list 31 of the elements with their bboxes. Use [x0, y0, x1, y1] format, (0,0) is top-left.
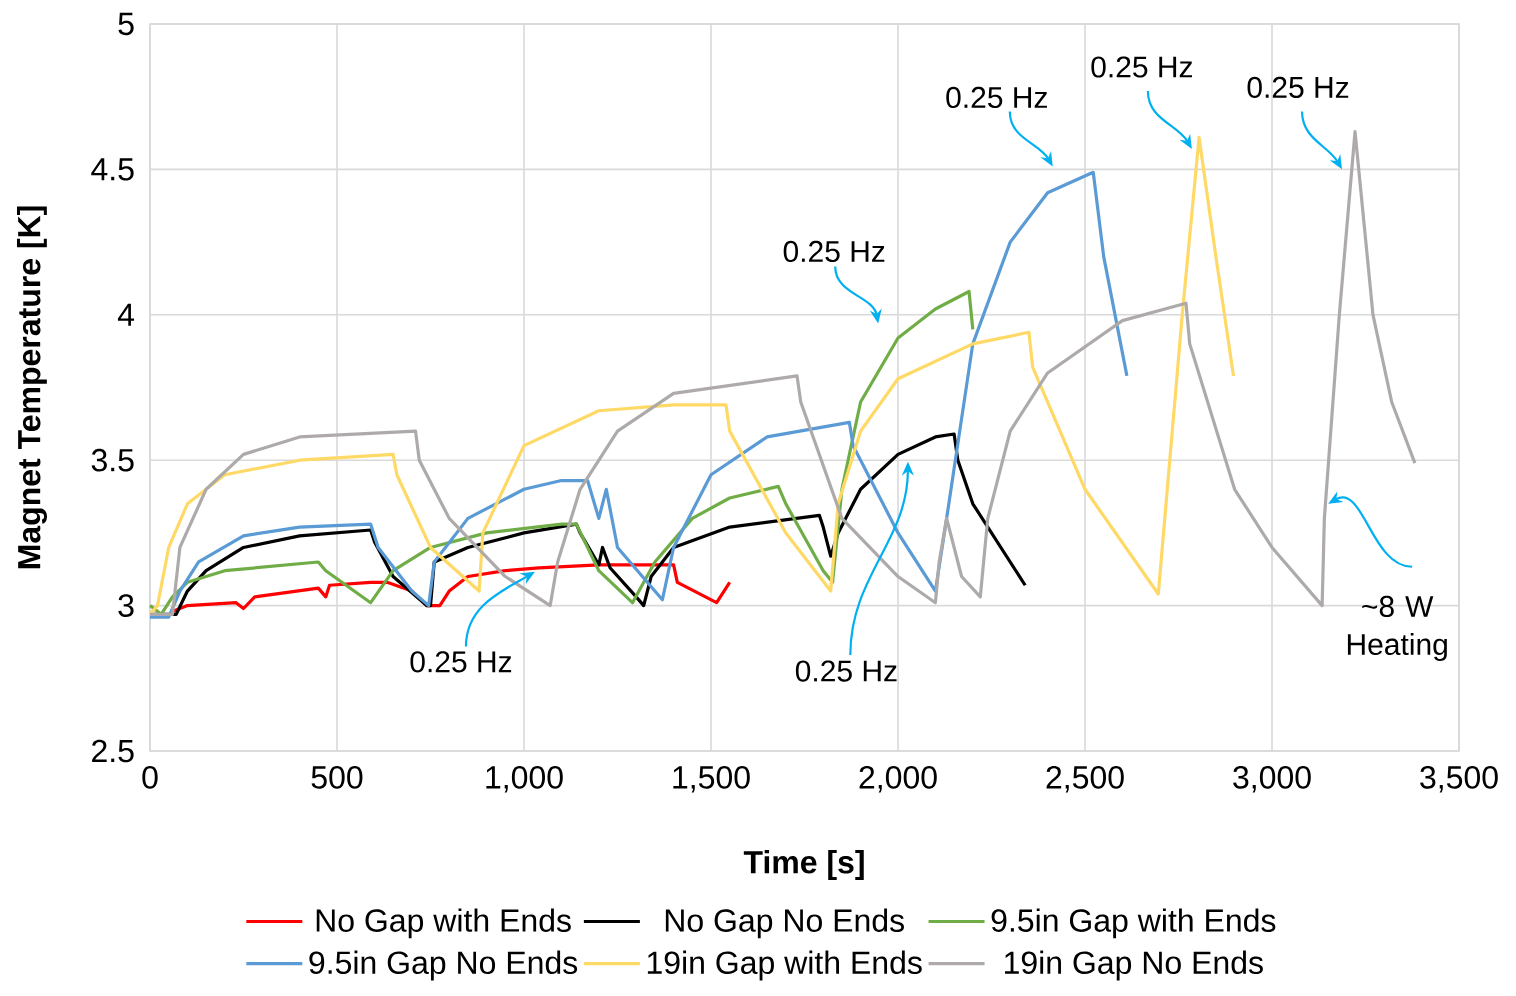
- legend-label: 19in Gap No Ends: [1005, 950, 1263, 981]
- x-tick-label: 2,000: [859, 766, 937, 793]
- x-tick-label: 2,500: [1046, 766, 1124, 793]
- y-tick-label: 4.5: [91, 158, 134, 181]
- x-tick-label: 1,500: [673, 766, 750, 793]
- legend-label: 19in Gap with Ends: [647, 950, 922, 981]
- annotation: 0.25 Hz: [1247, 76, 1349, 99]
- annotation: 0.25 Hz: [783, 240, 885, 263]
- annotation: 0.25 Hz: [1091, 56, 1193, 78]
- x-axis-title: Time [s]: [743, 850, 864, 880]
- legend-label: No Gap with Ends: [316, 908, 571, 939]
- annotation: 0.25 Hz: [946, 86, 1047, 109]
- annotation: ~8 W Heating: [1347, 595, 1447, 661]
- x-tick-label: 0: [142, 766, 158, 789]
- annotation: 0.25 Hz: [410, 651, 512, 673]
- line-series: [148, 135, 1236, 616]
- x-tick-label: 1,000: [486, 766, 563, 793]
- x-tick-label: 3,000: [1233, 766, 1311, 793]
- x-tick-label: 3,500: [1420, 766, 1498, 793]
- y-tick-label: 3: [118, 594, 134, 617]
- y-tick-label: 3.5: [91, 448, 134, 472]
- legend-label: No Gap No Ends: [665, 908, 904, 939]
- legend-label: 9.5in Gap No Ends: [309, 950, 578, 981]
- y-axis-title: Magnet Temperature [K]: [16, 206, 47, 569]
- y-tick-label: 5: [118, 12, 134, 36]
- annotation: 0.25 Hz: [795, 660, 897, 682]
- x-tick-label: 500: [311, 766, 363, 789]
- line-series: [148, 170, 1129, 619]
- y-tick-label: 2.5: [92, 739, 134, 763]
- legend-label: 9.5in Gap with Ends: [991, 908, 1276, 939]
- y-tick-label: 4: [117, 303, 135, 326]
